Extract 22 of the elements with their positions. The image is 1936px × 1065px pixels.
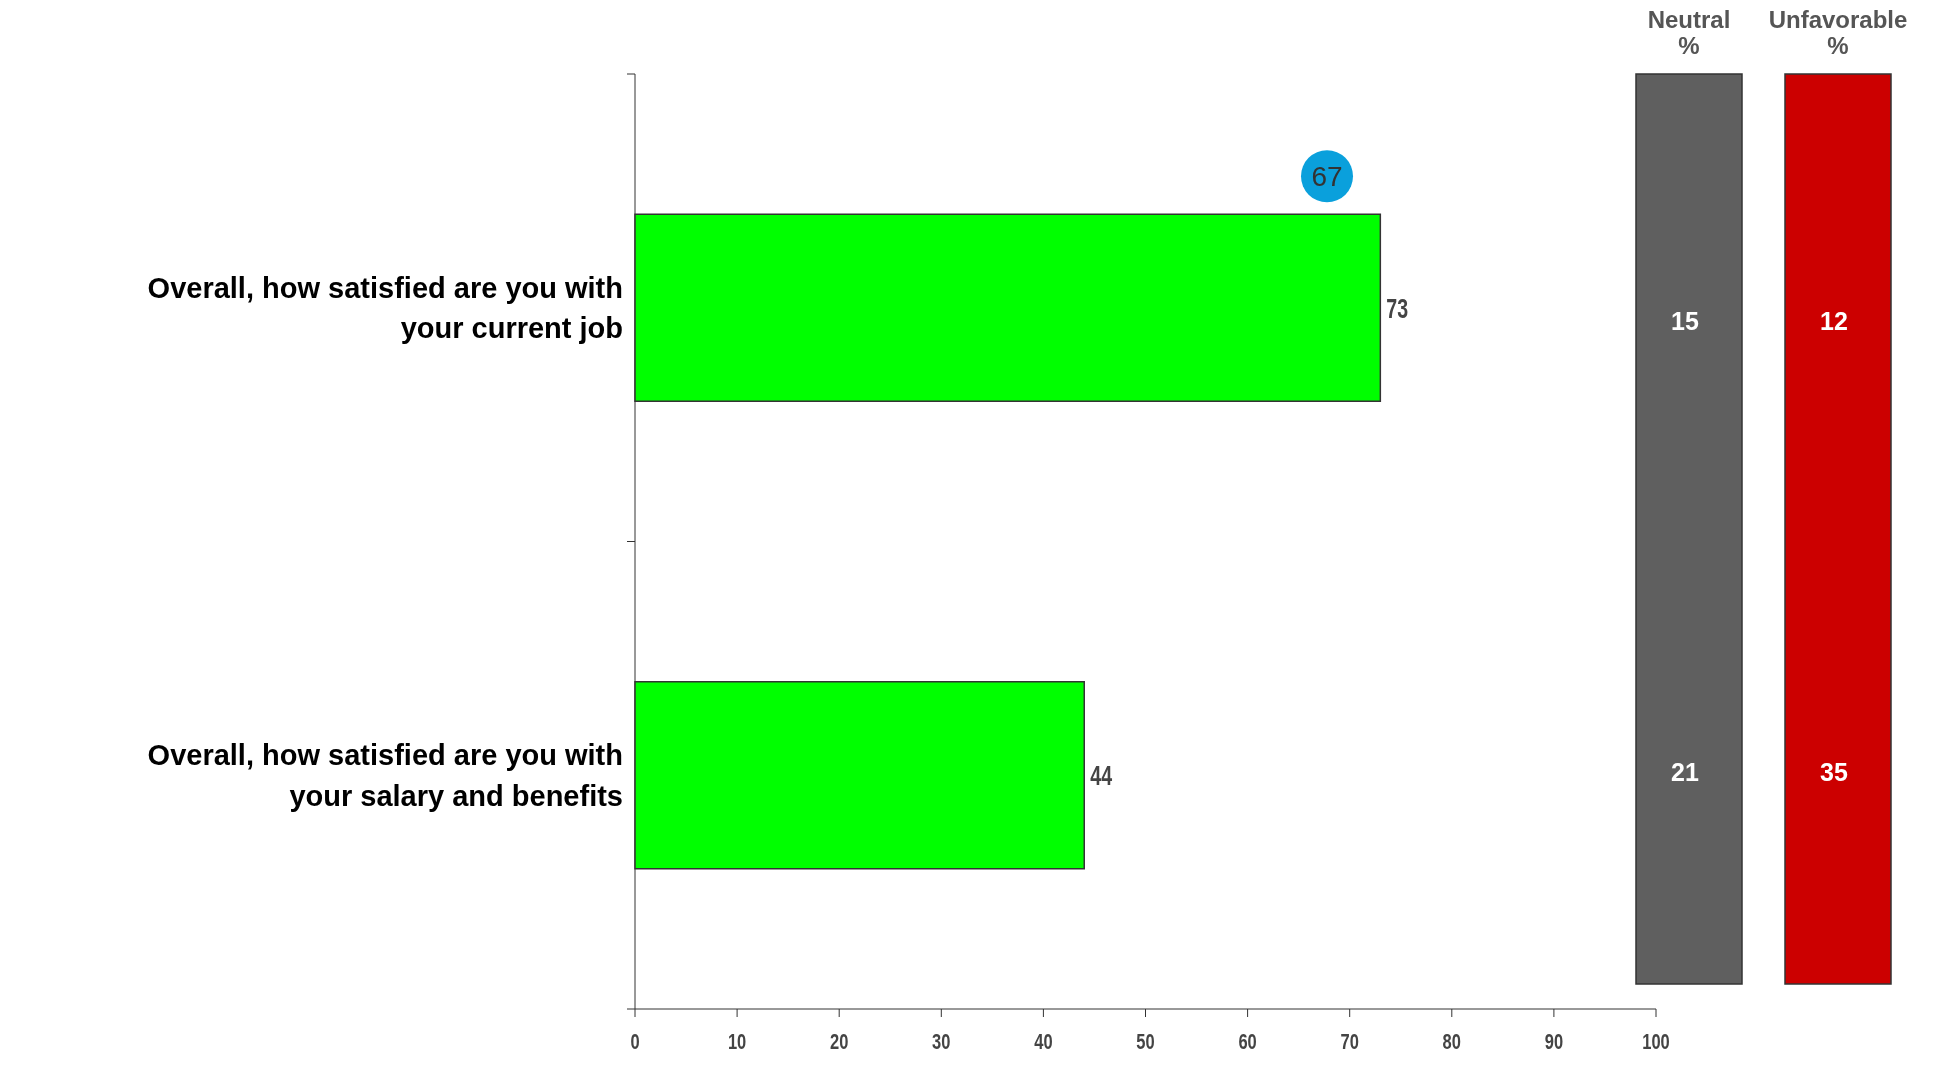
x-tick-label: 70 bbox=[1340, 1028, 1360, 1054]
x-tick-label: 20 bbox=[830, 1028, 849, 1054]
x-tick-label: 60 bbox=[1238, 1028, 1257, 1054]
x-tick-label: 90 bbox=[1544, 1028, 1564, 1054]
y-tick-label: Overall, how satisfied are you with your salary and benefits bbox=[147, 739, 623, 812]
x-tick-label: 10 bbox=[727, 1028, 747, 1054]
x-tick-label: 0 bbox=[630, 1028, 640, 1054]
annotation: 67 bbox=[1311, 161, 1343, 193]
x-tick-label: 50 bbox=[1136, 1028, 1155, 1054]
x-tick-label: 80 bbox=[1442, 1028, 1462, 1054]
x-tick-label: 100 bbox=[1642, 1028, 1670, 1054]
text: Unfavorable % bbox=[1768, 6, 1908, 59]
data-label: 44 bbox=[1090, 759, 1113, 792]
y-tick-label: Overall, how satisfied are you with your current job bbox=[147, 271, 623, 345]
text: 35 bbox=[1820, 758, 1848, 786]
text: 21 bbox=[1671, 758, 1699, 786]
text: Neutral % bbox=[1647, 6, 1731, 59]
data-label: 73 bbox=[1386, 292, 1409, 324]
x-tick-label: 30 bbox=[932, 1028, 951, 1054]
text: 15 bbox=[1671, 307, 1699, 335]
x-tick-label: 40 bbox=[1034, 1028, 1053, 1054]
text: 12 bbox=[1820, 307, 1848, 335]
